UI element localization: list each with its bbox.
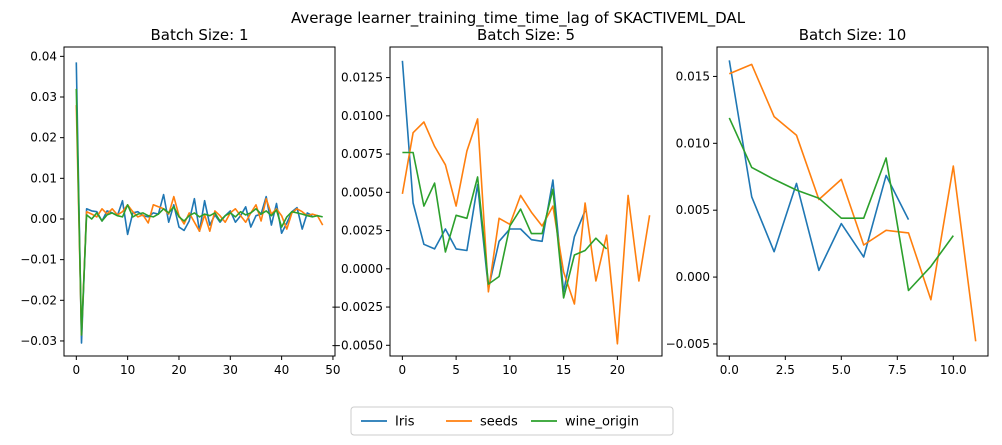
subplot-1: Batch Size: 1 0 10 20 30 40 50 −0.03 −0.02 −0.01 0… <box>20 26 340 377</box>
x-tick-label: 7.5 <box>888 363 907 377</box>
legend-label-wine_origin: wine_origin <box>565 415 639 430</box>
y-tick-label: 0.0075 <box>341 147 383 161</box>
plot-frame <box>63 46 336 357</box>
series-line-wine_origin <box>402 151 608 299</box>
y-tick-label: −0.005 <box>666 337 710 351</box>
subplot-title: Batch Size: 5 <box>477 26 575 44</box>
x-tick-label: 50 <box>325 363 340 377</box>
subplot-2: Batch Size: 5 0 5 10 15 20 −0.0050 −0.0025 0.000… <box>331 26 663 377</box>
x-tick-label: 20 <box>610 363 625 377</box>
y-tick-label: −0.01 <box>20 253 57 267</box>
x-tick-label: 0 <box>399 363 407 377</box>
subplot-title: Batch Size: 1 <box>150 26 248 44</box>
x-tick-label: 40 <box>274 363 289 377</box>
y-tick-label: 0.010 <box>676 136 710 150</box>
y-tick-label: 0.03 <box>30 90 57 104</box>
y-tick-label: 0.0025 <box>341 224 383 238</box>
x-tick-label: 10 <box>120 363 135 377</box>
x-tick-label: 2.5 <box>776 363 795 377</box>
y-tick-label: 0.0100 <box>341 109 383 123</box>
y-tick-label: 0.0000 <box>341 262 383 276</box>
y-tick-label: −0.0050 <box>331 338 383 352</box>
y-tick-label: −0.02 <box>20 293 57 307</box>
x-tick-label: 0 <box>72 363 80 377</box>
y-tick-label: 0.00 <box>30 212 57 226</box>
y-tick-label: 0.01 <box>30 171 57 185</box>
y-tick-label: 0.000 <box>676 270 710 284</box>
legend-box <box>350 406 674 436</box>
series-line-wine_origin <box>75 88 323 336</box>
series-line-Iris <box>401 60 586 293</box>
legend-label-Iris: Iris <box>395 415 415 430</box>
y-tick-label: 0.02 <box>30 131 57 145</box>
y-tick-label: −0.03 <box>20 334 57 348</box>
subplot-3: Batch Size: 10 0.0 2.5 5.0 7.5 10.0 −0.005 0.00… <box>666 26 989 377</box>
x-tick-label: 15 <box>556 363 571 377</box>
plot-frame <box>716 46 989 357</box>
series-line-Iris <box>75 62 313 344</box>
x-tick-label: 20 <box>171 363 186 377</box>
x-tick-label: 30 <box>223 363 238 377</box>
subplot-title: Batch Size: 10 <box>799 26 907 44</box>
x-tick-label: 0.0 <box>720 363 739 377</box>
legend-label-seeds: seeds <box>480 415 518 430</box>
x-tick-label: 10 <box>502 363 517 377</box>
series-line-Iris <box>728 60 910 272</box>
x-tick-label: 10.0 <box>940 363 967 377</box>
y-tick-label: 0.04 <box>30 49 57 63</box>
series-line-wine_origin <box>728 117 954 292</box>
plot-frame <box>389 46 663 357</box>
x-tick-label: 5 <box>452 363 460 377</box>
y-tick-label: 0.015 <box>676 69 710 83</box>
y-tick-label: 0.0125 <box>341 71 383 85</box>
suptitle: Average learner_training_time_time_lag o… <box>291 9 746 28</box>
y-tick-label: −0.0025 <box>331 300 383 314</box>
series-line-seeds <box>401 118 651 345</box>
y-tick-label: 0.0050 <box>341 185 383 199</box>
series-line-seeds <box>728 63 977 342</box>
y-tick-label: 0.005 <box>676 203 710 217</box>
x-tick-label: 5.0 <box>832 363 851 377</box>
legend: Iris seeds wine_origin <box>350 406 674 436</box>
